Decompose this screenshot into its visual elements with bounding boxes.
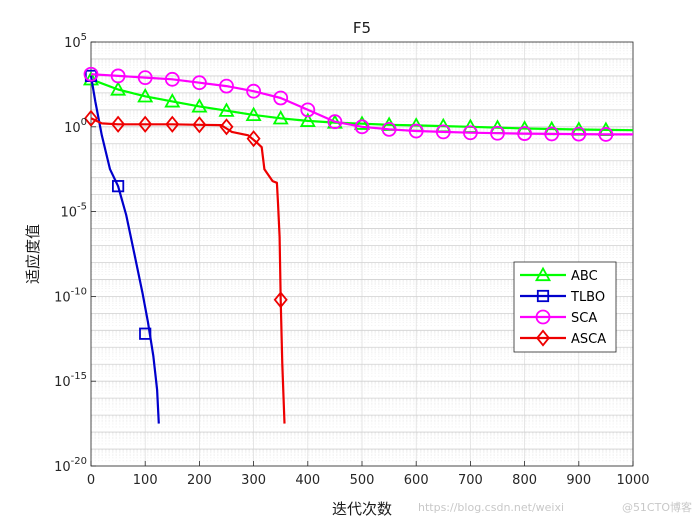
x-tick-label: 600 [404,473,429,488]
x-axis-ticks: 0 100 200 300 400 500 600 700 800 900 1000 [87,461,650,488]
data-point-sca [517,126,532,141]
x-tick-label: 500 [350,473,375,488]
data-point-sca [83,66,99,82]
data-point-tlbo [139,327,152,340]
data-point-abc [137,87,154,103]
y-axis-label: 适应度值 [24,224,42,284]
data-point-sca [435,124,451,140]
y-tick-label: 10-10 [54,286,87,305]
x-tick-label: 100 [133,473,158,488]
series-asca [83,109,288,424]
series-line-sca [90,73,633,136]
data-point-asca [83,109,99,127]
y-tick-label: 10-20 [54,456,87,475]
data-point-sca [408,123,424,139]
legend-item-sca: SCA [520,309,597,326]
legend-item-asca: ASCA [520,329,606,347]
y-tick-label: 10-15 [54,371,87,390]
x-tick-label: 400 [295,473,320,488]
x-tick-label: 700 [458,473,483,488]
x-tick-label: 900 [566,473,591,488]
data-point-sca [381,121,397,137]
x-tick-label: 200 [187,473,212,488]
legend-label: SCA [571,311,597,326]
series-sca [83,66,633,142]
data-point-asca [192,116,207,134]
x-tick-label: 1000 [616,473,649,488]
data-point-sca [137,70,153,86]
y-axis-ticks: 105 100 10-5 10-10 10-15 10-20 [54,32,96,475]
data-point-abc [245,106,262,122]
data-point-abc [191,98,208,113]
x-tick-label: 0 [87,473,95,488]
data-point-sca [354,119,370,135]
legend-label: TLBO [570,290,605,305]
y-tick-label: 100 [64,117,87,136]
legend-item-abc: ABC [520,266,598,284]
legend-marker [535,329,551,347]
data-point-sca [544,126,560,142]
data-point-abc [110,81,127,96]
data-point-sca [490,125,505,141]
legend-label: ASCA [571,332,606,347]
data-point-abc [353,115,371,130]
series-line-asca [90,117,286,424]
data-point-asca [138,115,153,133]
legend-item-tlbo: TLBO [520,289,605,305]
series-layer [82,66,634,424]
legend-marker [535,309,551,325]
data-point-sca [300,102,316,118]
data-point-sca [246,83,262,99]
data-point-asca [111,115,126,133]
x-tick-label: 300 [241,473,266,488]
grid [90,42,634,467]
data-point-sca [598,127,614,142]
data-point-abc [164,93,181,108]
data-point-asca [219,118,234,136]
series-tlbo [84,69,160,424]
data-point-tlbo [112,180,125,193]
chart-title: F5 [353,19,371,37]
watermark-brand: @51CTO博客 [622,500,692,514]
x-axis-label: 迭代次数 [332,500,392,518]
data-point-sca [164,71,180,87]
data-point-sca [571,126,587,142]
series-line-tlbo [89,75,160,424]
data-point-asca [273,291,288,309]
y-tick-label: 10-5 [60,202,87,221]
legend-marker [534,266,552,282]
data-point-sca [327,114,343,130]
watermark-url: https://blog.csdn.net/weixi [418,501,564,514]
data-point-abc [218,102,235,117]
x-tick-label: 800 [512,473,537,488]
data-point-asca [165,115,180,133]
data-point-sca [191,75,207,91]
series-line-abc [90,78,634,132]
legend: ABC TLBO SCA ASCA [513,261,617,353]
data-point-abc [299,112,316,127]
legend-marker [536,289,550,303]
data-point-sca [462,125,478,141]
data-point-abc [272,109,289,125]
data-point-sca [273,90,289,106]
data-point-asca [246,130,261,148]
data-point-sca [110,68,126,84]
data-point-abc [82,70,100,86]
data-point-sca [219,78,234,94]
legend-label: ABC [571,269,598,284]
y-tick-label: 105 [64,32,87,51]
